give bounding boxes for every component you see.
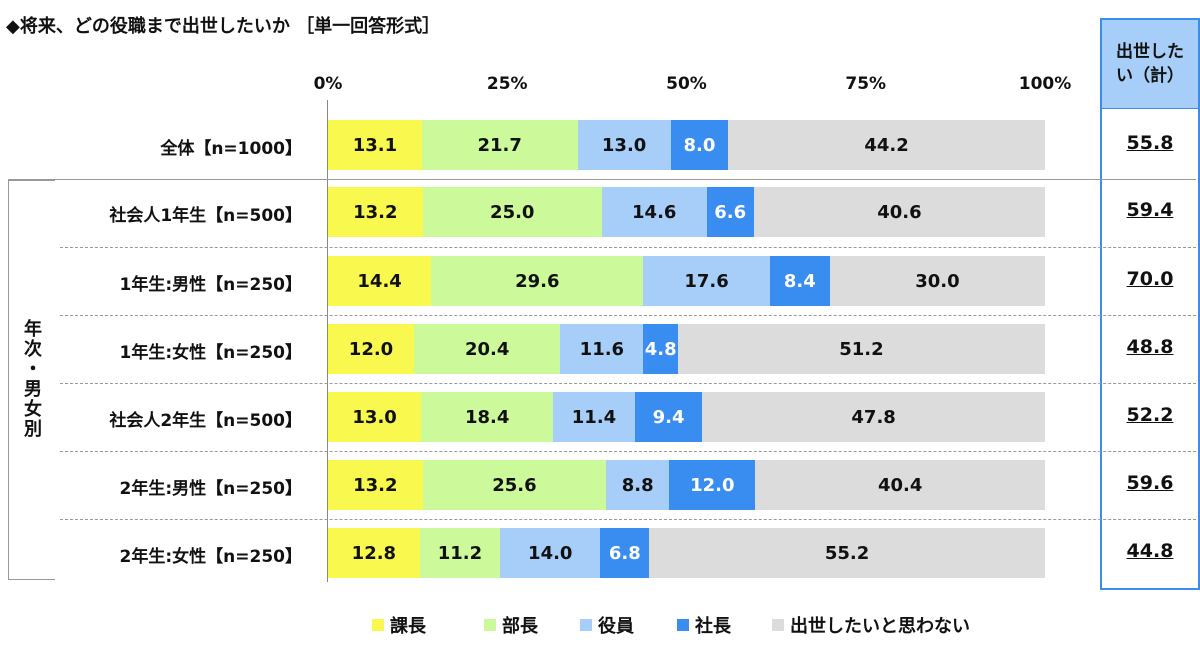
bar-segment: 9.4 bbox=[634, 392, 703, 442]
tick-label: 0% bbox=[313, 74, 343, 94]
bar-segment: 12.0 bbox=[669, 460, 756, 510]
separator bbox=[60, 383, 1196, 384]
bar-segment: 29.6 bbox=[431, 256, 644, 306]
tick-label: 25% bbox=[486, 74, 528, 94]
row-label: 1年生:女性【n=250】 bbox=[119, 343, 302, 363]
bar-segment: 40.6 bbox=[753, 187, 1045, 237]
legend-label: 出世したいと思わない bbox=[790, 616, 970, 637]
bar-segment: 8.4 bbox=[769, 256, 830, 306]
bar-segment: 4.8 bbox=[643, 324, 678, 374]
total-value: 55.8 bbox=[1126, 132, 1174, 154]
total-value: 70.0 bbox=[1126, 268, 1174, 290]
separator bbox=[60, 519, 1196, 520]
bar-segment: 47.8 bbox=[702, 392, 1045, 442]
axis-line bbox=[327, 100, 328, 582]
total-header-text: 出世したい（計） bbox=[1116, 42, 1184, 86]
bar-segment: 55.2 bbox=[649, 528, 1045, 578]
bar-segment: 14.6 bbox=[601, 187, 707, 237]
row-label: 1年生:男性【n=250】 bbox=[119, 275, 302, 295]
bar-segment: 25.0 bbox=[422, 187, 602, 237]
total-value: 52.2 bbox=[1126, 404, 1174, 426]
legend-label: 社長 bbox=[695, 616, 731, 637]
legend-label: 部長 bbox=[502, 616, 538, 637]
legend-swatch bbox=[372, 619, 384, 631]
bar-segment: 25.6 bbox=[422, 460, 607, 510]
legend-label: 課長 bbox=[390, 616, 426, 637]
bar-segment: 8.8 bbox=[606, 460, 670, 510]
total-column-header: 出世したい（計） bbox=[1102, 20, 1198, 109]
bar-segment: 6.8 bbox=[600, 528, 650, 578]
total-value: 48.8 bbox=[1126, 336, 1174, 358]
legend-item: 部長 bbox=[484, 612, 538, 638]
legend-item: 出世したいと思わない bbox=[772, 612, 970, 638]
tick-label: 50% bbox=[666, 74, 707, 94]
legend-swatch bbox=[484, 619, 496, 631]
bar-segment: 21.7 bbox=[421, 120, 578, 170]
row-label: 全体【n=1000】 bbox=[160, 139, 302, 159]
bar-segment: 13.2 bbox=[328, 187, 423, 237]
tick-label: 75% bbox=[845, 74, 887, 94]
legend-label: 役員 bbox=[598, 616, 634, 637]
bar-segment: 13.2 bbox=[328, 460, 423, 510]
row-label: 2年生:女性【n=250】 bbox=[119, 547, 302, 567]
legend-swatch bbox=[677, 619, 689, 631]
separator bbox=[60, 246, 1196, 248]
bar-segment: 40.4 bbox=[755, 460, 1045, 510]
total-value: 44.8 bbox=[1126, 540, 1174, 562]
bar-segment: 51.2 bbox=[677, 324, 1045, 374]
separator bbox=[8, 178, 1196, 180]
bar-segment: 18.4 bbox=[421, 392, 554, 442]
bar-segment: 6.6 bbox=[706, 187, 754, 237]
row-label: 2年生:男性【n=250】 bbox=[119, 479, 302, 499]
row-label: 社会人1年生【n=500】 bbox=[109, 206, 302, 226]
legend-item: 役員 bbox=[580, 612, 634, 638]
bar-segment: 13.1 bbox=[328, 120, 422, 170]
bar-segment: 17.6 bbox=[643, 256, 770, 306]
total-column-box bbox=[1100, 18, 1200, 590]
bar-segment: 44.2 bbox=[728, 120, 1045, 170]
bar-segment: 11.2 bbox=[419, 528, 501, 578]
chart-title: ◆将来、どの役職まで出世したいか ［単一回答形式］ bbox=[6, 16, 441, 37]
tick-label: 100% bbox=[1018, 74, 1072, 94]
bar-segment: 14.4 bbox=[328, 256, 432, 306]
separator bbox=[60, 315, 1196, 316]
separator bbox=[60, 451, 1196, 452]
bar-segment: 8.0 bbox=[670, 120, 729, 170]
legend-item: 社長 bbox=[677, 612, 731, 638]
bar-segment: 12.0 bbox=[328, 324, 415, 374]
bar-segment: 11.6 bbox=[560, 324, 644, 374]
total-value: 59.6 bbox=[1126, 472, 1174, 494]
legend-swatch bbox=[580, 619, 592, 631]
group-label: 年次・男女別 bbox=[21, 319, 42, 439]
bar-segment: 13.0 bbox=[328, 392, 422, 442]
bar-segment: 20.4 bbox=[414, 324, 561, 374]
legend-swatch bbox=[772, 619, 784, 631]
legend-item: 課長 bbox=[372, 612, 426, 638]
group-bracket bbox=[8, 180, 55, 580]
bar-segment: 13.0 bbox=[577, 120, 671, 170]
bar-segment: 30.0 bbox=[829, 256, 1045, 306]
bar-segment: 12.8 bbox=[328, 528, 420, 578]
bar-segment: 11.4 bbox=[553, 392, 635, 442]
total-value: 59.4 bbox=[1126, 199, 1174, 221]
bar-segment: 14.0 bbox=[500, 528, 601, 578]
row-label: 社会人2年生【n=500】 bbox=[109, 411, 302, 431]
